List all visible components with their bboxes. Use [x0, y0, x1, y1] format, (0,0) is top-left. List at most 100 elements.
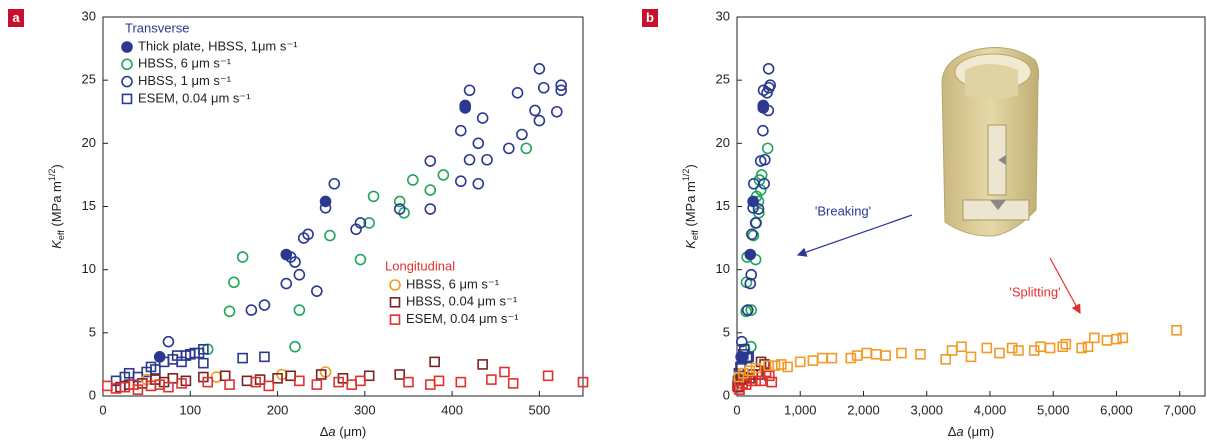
point: [750, 362, 762, 374]
y-tick-label: 20: [716, 135, 730, 150]
point: [763, 360, 774, 371]
legend-marker: [389, 314, 401, 325]
point: [794, 356, 806, 368]
point: [511, 87, 524, 99]
point: [259, 351, 270, 363]
point: [476, 112, 489, 124]
point: [738, 367, 749, 379]
series: [162, 62, 567, 348]
point: [896, 347, 907, 359]
point: [263, 380, 275, 392]
point: [757, 124, 769, 137]
y-tick-label: 5: [723, 324, 730, 339]
point: [1111, 333, 1122, 345]
point: [280, 277, 293, 290]
point: [761, 142, 774, 155]
x-label-part: a: [328, 424, 335, 439]
x-label-part: Δ: [320, 424, 329, 439]
point: [463, 153, 476, 166]
legend-label: HBSS, 0.04 μm s⁻¹: [406, 294, 518, 309]
x-label-part: (μm): [336, 424, 367, 439]
x-tick-label: 4,000: [974, 402, 1007, 417]
y-label-part: eff: [690, 230, 700, 240]
point: [324, 229, 336, 242]
x-axis-label: Δa (μm): [948, 424, 995, 439]
point: [241, 375, 253, 387]
point: [367, 190, 380, 203]
point: [176, 378, 187, 389]
y-tick-label: 15: [716, 198, 730, 213]
y-label-part: (MPa m: [683, 181, 698, 230]
point: [1057, 341, 1069, 353]
point: [289, 256, 301, 268]
x-tick-label: 300: [354, 402, 376, 417]
point: [407, 174, 419, 186]
point: [965, 351, 977, 363]
point: [744, 365, 755, 377]
point: [577, 376, 589, 388]
point: [994, 347, 1005, 359]
point: [956, 341, 967, 353]
point: [807, 355, 819, 366]
x-tick-label: 1,000: [784, 402, 817, 417]
y-tick-label: 10: [716, 261, 730, 276]
point: [762, 62, 775, 75]
point: [758, 177, 770, 190]
point: [363, 370, 375, 382]
point: [250, 376, 262, 388]
point: [424, 203, 437, 215]
point: [520, 142, 533, 155]
point: [228, 276, 240, 289]
point: [1044, 342, 1056, 354]
point: [940, 354, 952, 365]
point: [463, 84, 476, 97]
point: [915, 349, 926, 360]
y-label-part: ): [683, 164, 698, 168]
point: [236, 251, 249, 263]
point: [311, 379, 323, 390]
point: [507, 378, 519, 389]
legend-title: Longitudinal: [385, 258, 455, 273]
y-tick-label: 20: [82, 135, 96, 150]
point: [740, 305, 752, 318]
y-label-part: K: [49, 239, 64, 249]
point: [1060, 338, 1072, 350]
y-axis-label: Keff (MPa m1/2): [47, 164, 66, 249]
point: [472, 137, 485, 150]
point: [333, 376, 344, 388]
point: [481, 153, 493, 166]
legend-label: HBSS, 1 μm s⁻¹: [138, 73, 232, 88]
point: [555, 84, 567, 97]
legend-label: HBSS, 6 μm s⁻¹: [138, 56, 232, 71]
point: [224, 379, 235, 390]
x-label-part: a: [956, 424, 963, 439]
annotation-arrow: [1049, 257, 1081, 315]
point: [533, 62, 546, 75]
point: [477, 359, 488, 370]
point: [1101, 335, 1113, 346]
point: [403, 376, 414, 388]
point: [782, 361, 793, 373]
point: [529, 104, 541, 117]
x-tick-label: 2,000: [847, 402, 880, 417]
point: [764, 79, 777, 92]
point: [503, 142, 515, 155]
legend-marker: [389, 279, 401, 291]
point: [424, 155, 437, 167]
point: [745, 304, 758, 316]
legend-marker: [121, 75, 133, 88]
legend-marker: [121, 93, 133, 105]
x-tick-label: 7,000: [1163, 402, 1196, 417]
y-label-part: (MPa m: [49, 181, 64, 230]
point: [752, 203, 765, 215]
point: [393, 203, 406, 215]
point: [775, 359, 787, 370]
x-label-part: (μm): [964, 424, 995, 439]
point: [258, 299, 271, 311]
point: [746, 228, 758, 241]
point: [455, 124, 467, 137]
y-label-part: 1/2: [681, 169, 691, 182]
point: [735, 335, 748, 348]
point: [162, 335, 175, 348]
